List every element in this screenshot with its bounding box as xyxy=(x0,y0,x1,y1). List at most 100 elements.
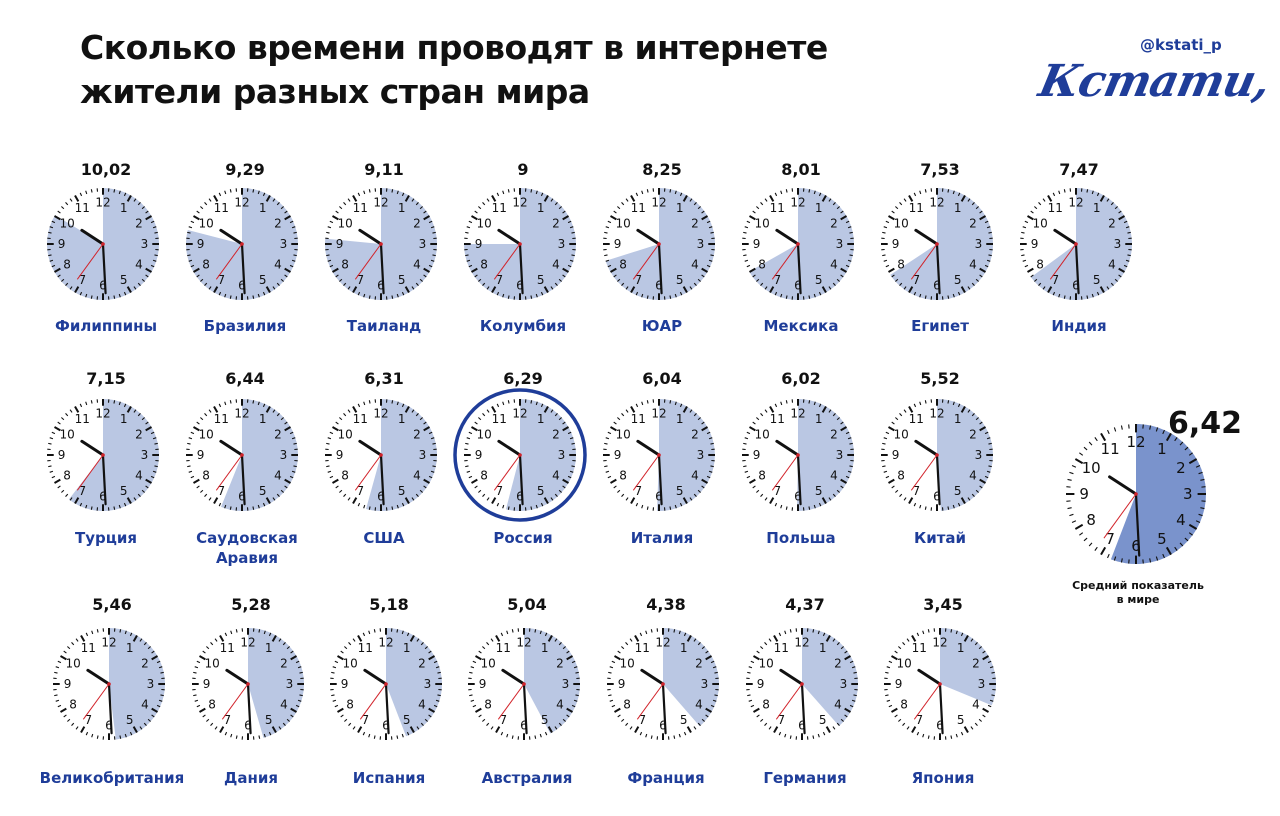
tick-mark xyxy=(90,400,93,404)
clock-numeral: 10 xyxy=(59,216,74,230)
tick-mark xyxy=(230,733,233,738)
tick-mark xyxy=(760,493,764,497)
tick-mark xyxy=(982,714,986,718)
tick-mark xyxy=(571,465,575,468)
clock-numeral: 4 xyxy=(418,698,426,712)
tick-mark xyxy=(885,431,890,435)
clock-numeral: 8 xyxy=(762,698,770,712)
clock-numeral: 12 xyxy=(240,636,255,650)
clock-numeral: 4 xyxy=(413,258,421,272)
tick-mark xyxy=(507,506,510,510)
tick-mark xyxy=(748,666,753,669)
tick-mark xyxy=(491,497,497,504)
hour-hand xyxy=(1108,475,1138,496)
tick-mark xyxy=(486,198,490,202)
tick-mark xyxy=(562,718,566,722)
tick-mark xyxy=(335,485,339,489)
clock-numeral: 6 xyxy=(794,278,802,292)
tick-mark xyxy=(714,694,718,697)
tick-mark xyxy=(639,632,643,637)
tick-mark xyxy=(678,630,681,635)
tick-mark xyxy=(196,210,200,214)
clock-numeral: 7 xyxy=(217,273,225,287)
tick-mark xyxy=(486,642,490,646)
tick-mark xyxy=(348,722,352,726)
tick-mark xyxy=(822,731,826,736)
tick-mark xyxy=(967,286,971,290)
tick-mark xyxy=(218,192,222,197)
tick-mark xyxy=(133,409,137,413)
clock-numeral: 7 xyxy=(634,273,642,287)
tick-mark xyxy=(401,502,405,507)
tick-mark xyxy=(840,274,844,278)
clock-numeral: 8 xyxy=(341,469,349,483)
tick-mark xyxy=(123,502,127,507)
tick-mark xyxy=(511,629,514,633)
clock-numeral: 4 xyxy=(274,258,282,272)
clock-value-label: 5,28 xyxy=(231,595,270,614)
tick-mark xyxy=(927,735,930,739)
tick-mark xyxy=(137,202,141,206)
tick-mark xyxy=(1188,458,1198,465)
tick-mark xyxy=(96,629,99,633)
tick-mark xyxy=(482,646,486,650)
clock-numeral: 2 xyxy=(413,216,421,230)
minute-hand xyxy=(1134,492,1141,557)
tick-mark xyxy=(252,506,255,510)
tick-mark xyxy=(1188,532,1193,536)
tick-mark xyxy=(639,731,643,736)
tick-mark xyxy=(682,497,688,504)
tick-mark xyxy=(190,220,195,224)
tick-mark xyxy=(71,642,75,646)
clock-numeral: 9 xyxy=(58,237,66,251)
tick-mark xyxy=(547,635,553,642)
clock-numeral: 2 xyxy=(556,656,564,670)
tick-mark xyxy=(327,259,332,262)
tick-mark xyxy=(263,733,266,738)
hour-hand xyxy=(636,439,661,457)
tick-mark xyxy=(708,259,713,262)
clock-numeral: 9 xyxy=(892,448,900,462)
country-label: Бразилия xyxy=(204,317,287,335)
tick-mark xyxy=(423,426,430,432)
tick-mark xyxy=(420,642,424,646)
tick-mark xyxy=(284,210,288,214)
social-handle[interactable]: @kstati_p xyxy=(1140,36,1222,54)
clock-numeral: 8 xyxy=(897,258,905,272)
second-hand xyxy=(215,243,243,280)
second-hand xyxy=(632,454,660,491)
tick-mark xyxy=(979,210,983,214)
tick-mark xyxy=(495,635,501,642)
tick-mark xyxy=(478,206,482,210)
clock-numeral: 10 xyxy=(758,656,773,670)
tick-mark xyxy=(613,421,617,425)
tick-mark xyxy=(218,403,222,408)
hour-hand xyxy=(775,228,800,246)
tick-mark xyxy=(401,403,405,408)
clock-center xyxy=(935,453,939,457)
tick-mark xyxy=(409,726,415,733)
tick-mark xyxy=(343,493,347,497)
tick-mark xyxy=(605,259,610,262)
time-sector xyxy=(505,399,576,511)
tick-mark xyxy=(284,215,291,221)
tick-mark xyxy=(486,286,490,290)
tick-mark xyxy=(229,189,232,193)
tick-mark xyxy=(845,220,850,224)
tick-mark xyxy=(293,231,297,234)
tick-mark xyxy=(1083,537,1088,542)
tick-mark xyxy=(208,198,212,202)
tick-mark xyxy=(645,733,648,738)
tick-mark xyxy=(566,655,573,661)
tick-mark xyxy=(679,192,683,197)
clock-numeral: 4 xyxy=(141,698,149,712)
tick-mark xyxy=(49,259,54,262)
clock-numeral: 3 xyxy=(562,677,570,691)
tick-mark xyxy=(895,417,899,421)
tick-mark xyxy=(895,278,899,282)
clock-numeral: 12 xyxy=(794,636,809,650)
average-label: Средний показатель xyxy=(1072,579,1204,592)
clock-numeral: 8 xyxy=(900,698,908,712)
clock-numeral: 8 xyxy=(202,469,210,483)
